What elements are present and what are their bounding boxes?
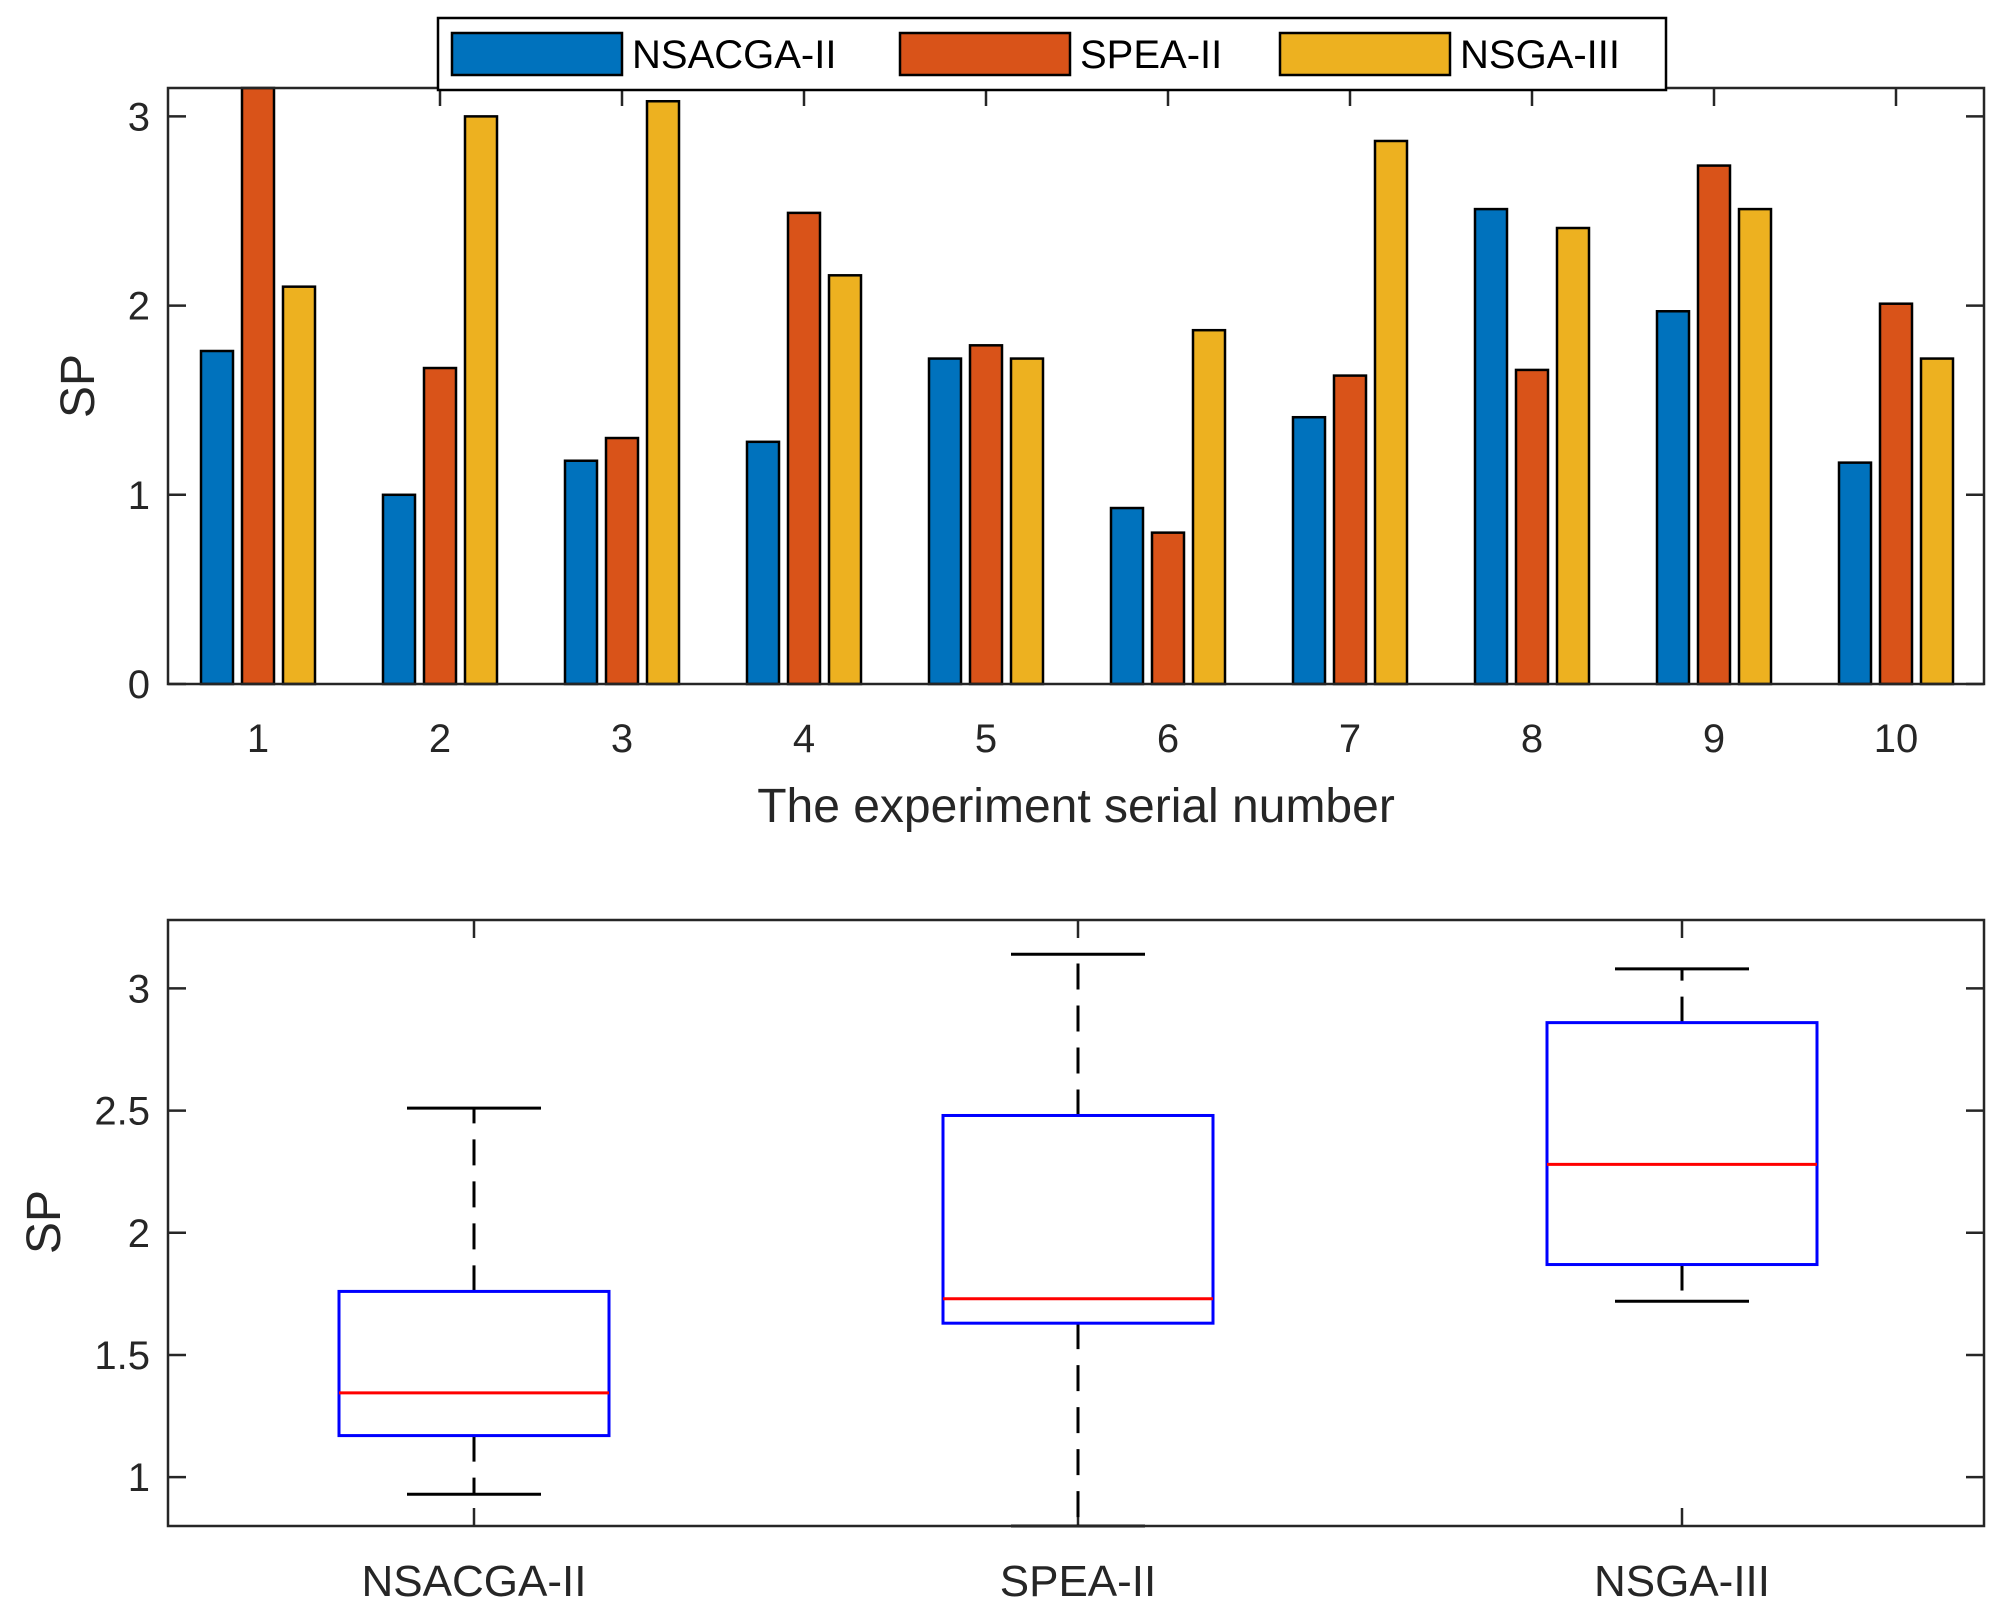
box-plot-frame [166,918,1986,1528]
bar [1473,207,1509,686]
x-category-label: NSGA-III [1594,1557,1770,1606]
bar-series-spea-ii [240,86,1914,686]
legend-swatch-nsacga-ii [450,31,624,77]
y-tick-label: 2 [128,285,150,329]
bar [1837,461,1873,686]
x-tick-label: 2 [429,717,451,761]
x-tick-label: 4 [793,717,815,761]
box-nsacga-ii [337,1106,611,1496]
box-nsga-iii [1545,967,1819,1303]
box-ticks [168,920,1984,1526]
x-tick-label: 1 [247,717,269,761]
bar [1150,531,1186,686]
bar [1373,139,1409,686]
x-tick-label: 3 [611,717,633,761]
box-spea-ii [941,952,1215,1528]
bar-y-axis-title: SP [52,354,105,418]
bar-x-tick-labels: 1 2 3 4 5 6 7 8 9 10 [247,717,1918,761]
box-series [337,952,1819,1528]
x-category-label: NSACGA-II [362,1557,587,1606]
box-x-tick-labels: NSACGA-II SPEA-II NSGA-III [362,1557,1770,1606]
bar [281,285,317,686]
iqr-box [1545,1021,1819,1267]
bar [1332,374,1368,686]
legend-swatch-spea-ii [898,31,1072,77]
y-tick-label: 1 [128,474,150,518]
bar-series [199,86,1955,686]
x-category-label: SPEA-II [1000,1557,1157,1606]
x-tick-label: 5 [975,717,997,761]
bar [604,436,640,686]
bar [1191,328,1227,686]
bar [1109,506,1145,686]
bar [1009,357,1045,686]
bar [745,440,781,686]
legend: NSACGA-II SPEA-II NSGA-III [436,16,1668,92]
legend-swatch-nsga-iii [1278,31,1452,77]
box-y-axis-title: SP [18,1190,71,1254]
x-tick-label: 8 [1521,717,1543,761]
bar [563,459,599,686]
bar-y-tick-labels: 0 1 2 3 [128,95,150,707]
bar [645,99,681,686]
box-chart: 1 1.5 2 2.5 3 NSACGA-II SPEA-II NSGA-III SP [18,918,1986,1606]
legend-label: NSACGA-II [632,33,836,77]
bar [240,86,276,686]
bar [827,274,863,686]
x-tick-label: 10 [1874,717,1919,761]
bar [927,357,963,686]
y-tick-label: 2 [128,1212,150,1256]
y-tick-label: 3 [128,95,150,139]
bar-x-axis-title: The experiment serial number [757,780,1395,833]
bar [1655,310,1691,686]
bar [381,493,417,686]
y-tick-label: 1 [128,1456,150,1500]
y-tick-label: 2.5 [94,1090,150,1134]
legend-label: NSGA-III [1460,33,1620,77]
bar [968,344,1004,686]
bar [1919,357,1955,686]
bar [199,349,235,686]
x-tick-label: 7 [1339,717,1361,761]
legend-label: SPEA-II [1080,33,1222,77]
x-tick-label: 6 [1157,717,1179,761]
bar [422,366,458,686]
iqr-box [941,1113,1215,1325]
bar [1555,226,1591,686]
x-tick-label: 9 [1703,717,1725,761]
bar [1878,302,1914,686]
bar [1514,368,1550,686]
bar [463,115,499,686]
bar [1291,415,1327,686]
y-tick-label: 1.5 [94,1334,150,1378]
box-y-tick-labels: 1 1.5 2 2.5 3 [94,967,150,1500]
bar [786,211,822,686]
bar [1737,207,1773,686]
bar-chart: 0 1 2 3 1 2 3 4 5 6 7 8 9 10 The experiment serial n… [52,16,1986,833]
y-tick-label: 3 [128,967,150,1011]
legend-items: NSACGA-II SPEA-II NSGA-III [450,31,1620,77]
bar [1696,164,1732,686]
iqr-box [337,1289,611,1438]
bar-series-nsacga-ii [199,207,1873,686]
y-tick-label: 0 [128,663,150,707]
